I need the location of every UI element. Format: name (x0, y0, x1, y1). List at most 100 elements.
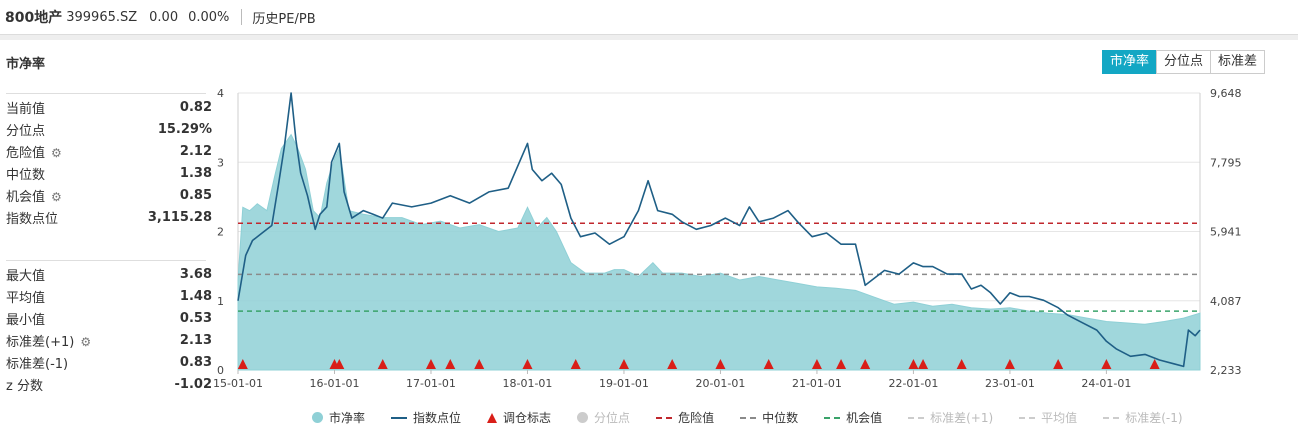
legend-label: 标准差(-1) (1125, 411, 1183, 425)
y-left-tick-label: 3 (217, 156, 224, 169)
dash-line-icon (740, 416, 757, 419)
stat-value: 0.82 (179, 99, 212, 115)
rebalance-marker (377, 359, 388, 369)
x-tick-label: 24-01-01 (1081, 377, 1131, 390)
rebalance-marker (811, 359, 822, 369)
gear-icon[interactable]: ⚙ (51, 189, 62, 204)
x-tick-label: 21-01-01 (792, 377, 842, 390)
metric-tabs: 市净率 分位点 标准差 (1102, 50, 1266, 74)
legend-label: 分位点 (594, 411, 631, 425)
y-right-tick-label: 7,795 (1210, 156, 1242, 169)
stat-label-text: 分位点 (6, 123, 46, 139)
stat-label-text: 标准差(-1) (6, 356, 69, 372)
dash-line-icon (1019, 416, 1036, 419)
divider (6, 260, 206, 261)
y-right-tick-label: 9,648 (1210, 87, 1242, 100)
legend-item[interactable]: 标准差(-1) (1103, 409, 1183, 426)
stat-value: 0.83 (179, 354, 212, 370)
stat-label-text: z 分数 (6, 378, 43, 394)
index-name: 800地产 (5, 10, 63, 26)
legend-label: 机会值 (846, 411, 883, 425)
rebalance-marker (1101, 359, 1112, 369)
y-right-tick-label: 4,087 (1210, 295, 1242, 308)
stat-label: 最大值 (6, 265, 45, 284)
stat-value: 3.68 (179, 266, 212, 282)
rebalance-marker (956, 359, 967, 369)
legend-item[interactable]: 分位点 (577, 409, 630, 426)
x-tick-label: 23-01-01 (985, 377, 1035, 390)
stat-label: 最小值 (6, 309, 45, 328)
rebalance-marker (474, 359, 485, 369)
x-tick-label: 18-01-01 (502, 377, 552, 390)
legend-item[interactable]: 标准差(+1) (908, 409, 993, 426)
line-icon (391, 416, 408, 419)
rebalance-marker (836, 359, 847, 369)
stat-label-text: 机会值 (6, 189, 46, 205)
legend-item[interactable]: 平均值 (1019, 409, 1077, 426)
chart-legend: 市净率 指数点位 调仓标志 分位点 危险值 中位数 机会值 标准差(+1) 平均值 标准差(-1) (312, 409, 1209, 426)
stat-label: 当前值 (6, 98, 45, 117)
legend-item[interactable]: 危险值 (656, 409, 714, 426)
stat-row: 指数点位 3,115.28 (6, 206, 212, 228)
rebalance-marker (763, 359, 774, 369)
dash-line-icon (824, 416, 841, 419)
y-left-tick-label: 1 (217, 295, 224, 308)
card-title: 市净率 (6, 57, 46, 72)
rebalance-marker (667, 359, 678, 369)
stat-label: 标准差(-1) (6, 353, 68, 372)
page-title[interactable]: 历史PE/PB (252, 11, 316, 27)
index-code: 399965.SZ (66, 9, 138, 25)
gear-icon[interactable]: ⚙ (80, 334, 92, 349)
top-bar: 800地产 399965.SZ 0.00 0.00% 历史PE/PB (0, 0, 1298, 35)
stat-label-text: 危险值 (6, 145, 46, 161)
legend-label: 平均值 (1041, 411, 1078, 425)
y-left-tick-label: 0 (217, 364, 224, 377)
gear-icon[interactable]: ⚙ (51, 145, 62, 160)
rebalance-marker (522, 359, 533, 369)
tab-pb[interactable]: 市净率 (1102, 50, 1158, 74)
stat-value: 15.29% (157, 121, 212, 137)
stats-panel-bottom: 最大值 3.68 平均值 1.48 最小值 0.53 标准差(+1) ⚙ 2.13 标准差(-1)… (6, 263, 212, 395)
stat-label-text: 中位数 (6, 167, 46, 183)
stat-label-text: 平均值 (6, 290, 46, 306)
index-change: 0.00% (188, 9, 230, 25)
legend-item[interactable]: 调仓标志 (487, 409, 551, 426)
x-tick-label: 20-01-01 (695, 377, 745, 390)
stat-row: 平均值 1.48 (6, 285, 212, 307)
rebalance-marker (908, 359, 919, 369)
x-tick-label: 19-01-01 (599, 377, 649, 390)
rebalance-marker (715, 359, 726, 369)
pb-chart: 0 1 2 3 4 2,233 4,087 5,941 7,795 9,648 15-01-01 16… (213, 87, 1242, 390)
stat-label-text: 最大值 (6, 268, 46, 284)
stat-value: 1.48 (179, 288, 212, 304)
stat-value: -1.02 (174, 376, 212, 392)
stat-label: 分位点 (6, 120, 45, 139)
x-tick-label: 17-01-01 (406, 377, 456, 390)
stat-row: z 分数 -1.02 (6, 373, 212, 395)
legend-item[interactable]: 机会值 (824, 409, 882, 426)
legend-item[interactable]: 指数点位 (391, 409, 461, 426)
tab-stddev[interactable]: 标准差 (1210, 50, 1266, 74)
divider (6, 93, 206, 94)
legend-item[interactable]: 中位数 (740, 409, 798, 426)
legend-item[interactable]: 市净率 (312, 409, 365, 426)
stat-label: 指数点位 (6, 208, 58, 227)
legend-label: 中位数 (762, 411, 799, 425)
legend-label: 指数点位 (413, 411, 462, 425)
x-tick-label: 15-01-01 (213, 377, 263, 390)
dash-line-icon (908, 416, 925, 419)
tab-percentile[interactable]: 分位点 (1156, 50, 1212, 74)
x-tick-label: 22-01-01 (888, 377, 938, 390)
rebalance-marker (237, 359, 248, 369)
stat-label-text: 指数点位 (6, 211, 59, 227)
legend-label: 市净率 (329, 411, 366, 425)
stat-value: 3,115.28 (147, 209, 212, 225)
rebalance-marker (1004, 359, 1015, 369)
legend-label: 调仓标志 (503, 411, 552, 425)
stat-row: 分位点 15.29% (6, 118, 212, 140)
stat-label: 危险值 ⚙ (6, 142, 62, 161)
index-price: 0.00 (149, 9, 179, 25)
stat-row: 最小值 0.53 (6, 307, 212, 329)
stat-row: 中位数 1.38 (6, 162, 212, 184)
x-tick-label: 16-01-01 (310, 377, 360, 390)
